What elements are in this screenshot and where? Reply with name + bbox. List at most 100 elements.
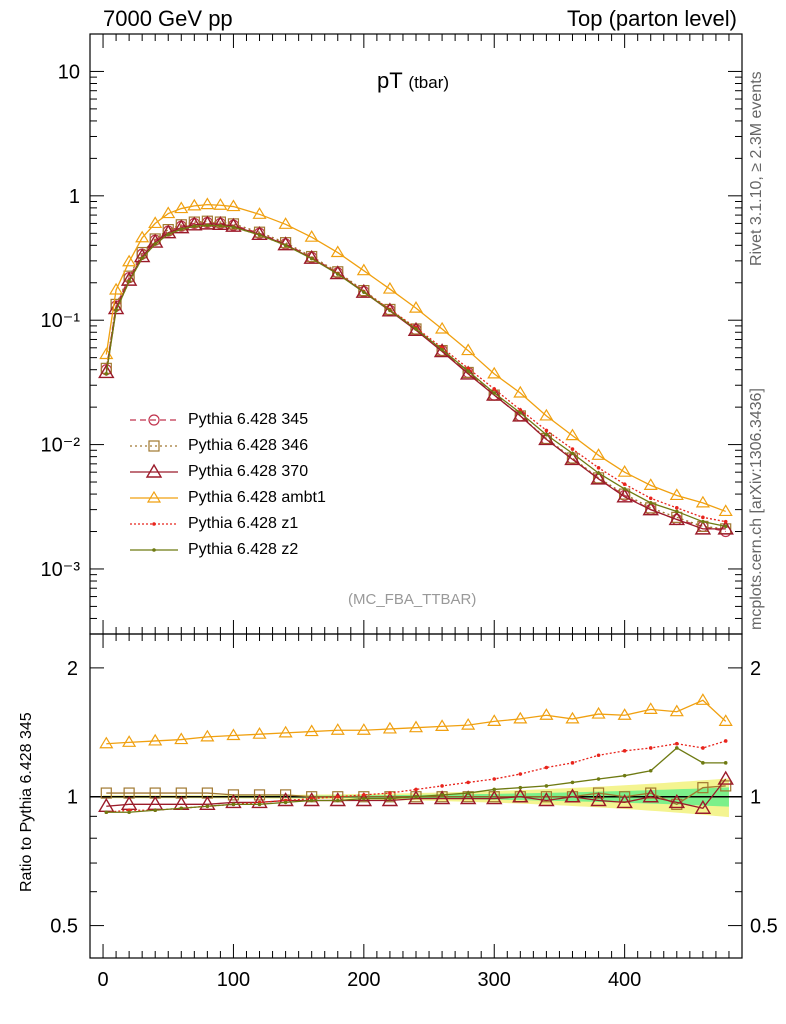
main-point-ambt1 bbox=[330, 245, 345, 258]
ratio-point-p370 bbox=[251, 794, 268, 809]
legend-swatch-marker bbox=[145, 463, 163, 478]
main-point-z2 bbox=[440, 347, 444, 352]
main-point-ambt1 bbox=[200, 197, 215, 210]
ratio-point-p370 bbox=[277, 792, 294, 807]
main-point-p370 bbox=[160, 224, 177, 239]
ratio-point-z2 bbox=[388, 796, 392, 801]
ratio-point-z2 bbox=[570, 780, 575, 785]
ratio-point-z2 bbox=[179, 806, 184, 811]
main-point-p370 bbox=[590, 470, 607, 485]
main-point-p370 bbox=[199, 215, 216, 230]
legend-item: Pythia 6.428 370 bbox=[128, 460, 308, 484]
ratio-point-ambt1 bbox=[174, 732, 189, 745]
legend-item: Pythia 6.428 z1 bbox=[128, 512, 298, 536]
ratio-point-z1 bbox=[518, 772, 523, 776]
ratio-point-z2 bbox=[104, 810, 109, 815]
header-energy-label: 7000 GeV pp bbox=[103, 6, 233, 31]
legend-label: Pythia 6.428 z1 bbox=[188, 515, 299, 532]
ratio-point-p370 bbox=[512, 788, 529, 803]
main-point-ambt1 bbox=[174, 201, 189, 214]
ratio-y-tick-label-right: 2 bbox=[750, 658, 761, 680]
ratio-point-p370 bbox=[381, 792, 399, 807]
main-point-ambt1 bbox=[356, 263, 371, 276]
ratio-point-ambt1 bbox=[382, 721, 397, 734]
ratio-point-z2 bbox=[723, 761, 728, 765]
main-point-p370 bbox=[98, 364, 115, 379]
main-point-z1 bbox=[544, 428, 549, 433]
ratio-point-ambt1 bbox=[435, 719, 450, 731]
legend-item: Pythia 6.428 346 bbox=[128, 434, 308, 458]
ratio-point-p370 bbox=[329, 792, 346, 807]
ratio-point-ambt1 bbox=[617, 708, 632, 720]
ratio-point-ambt1 bbox=[591, 706, 606, 719]
main-point-p370 bbox=[212, 215, 229, 231]
ratio-point-ambt1 bbox=[226, 728, 241, 741]
main-point-ambt1 bbox=[617, 465, 632, 477]
ratio-point-z2 bbox=[648, 768, 653, 773]
main-point-z2 bbox=[192, 224, 197, 228]
ratio-point-ambt1 bbox=[539, 708, 554, 720]
ratio-y-tick-label-right: 0.5 bbox=[750, 916, 778, 938]
main-point-z2 bbox=[114, 308, 118, 313]
main-point-p370 bbox=[642, 501, 659, 516]
main-point-p370 bbox=[433, 343, 451, 358]
ratio-point-z1 bbox=[335, 794, 340, 799]
legend-label: Pythia 6.428 z2 bbox=[188, 541, 299, 558]
main-y-tick-label: 10⁻³ bbox=[41, 559, 81, 581]
ratio-x-tick-label: 200 bbox=[347, 969, 380, 991]
main-point-ambt1 bbox=[187, 198, 202, 211]
main-point-z2 bbox=[701, 519, 705, 524]
main-point-z1 bbox=[466, 366, 470, 371]
main-point-ambt1 bbox=[161, 206, 176, 219]
ratio-point-ambt1 bbox=[487, 714, 502, 726]
ratio-point-p370 bbox=[199, 795, 216, 811]
ratio-x-tick-label: 300 bbox=[478, 969, 511, 991]
ratio-x-tick-label: 100 bbox=[217, 969, 250, 991]
ratio-point-z2 bbox=[518, 785, 523, 790]
ratio-point-p370 bbox=[642, 788, 659, 803]
main-point-z2 bbox=[362, 290, 366, 294]
ratio-point-p370 bbox=[538, 792, 555, 807]
main-point-z1 bbox=[596, 466, 601, 470]
ratio-series-line-p370 bbox=[106, 778, 727, 809]
ratio-point-z1 bbox=[622, 749, 627, 753]
main-point-z2 bbox=[140, 256, 144, 261]
main-point-z2 bbox=[570, 451, 575, 456]
ratio-point-z2 bbox=[231, 802, 236, 807]
main-point-p370 bbox=[173, 219, 190, 234]
ratio-point-ambt1 bbox=[565, 711, 580, 724]
main-point-p370 bbox=[538, 431, 555, 446]
ratio-point-z2 bbox=[492, 787, 497, 792]
ratio-y-tick-label: 1 bbox=[67, 787, 78, 809]
main-point-z1 bbox=[648, 496, 653, 501]
main-point-p370 bbox=[564, 451, 581, 466]
legend-swatch-marker bbox=[146, 490, 162, 503]
main-point-ambt1 bbox=[539, 408, 554, 421]
ratio-point-ambt1 bbox=[461, 717, 476, 730]
main-point-p370 bbox=[407, 321, 425, 336]
main-point-z2 bbox=[104, 372, 109, 376]
ratio-point-z2 bbox=[701, 761, 705, 765]
main-point-z2 bbox=[127, 279, 131, 284]
plot-title: pT (tbar) bbox=[377, 68, 449, 94]
main-point-z1 bbox=[701, 515, 705, 520]
main-point-ambt1 bbox=[213, 198, 228, 210]
ratio-point-p346 bbox=[227, 789, 240, 801]
main-point-ambt1 bbox=[408, 300, 424, 313]
main-point-p370 bbox=[717, 520, 734, 535]
legend-swatch-marker bbox=[152, 522, 156, 526]
ratio-point-z2 bbox=[466, 791, 470, 795]
legend-swatch bbox=[130, 490, 178, 503]
main-point-ambt1 bbox=[718, 504, 733, 517]
ratio-point-ambt1 bbox=[252, 727, 267, 739]
main-point-ambt1 bbox=[461, 343, 476, 356]
ratio-point-p370 bbox=[668, 794, 686, 809]
ratio-point-p346 bbox=[540, 791, 553, 803]
legend-swatch-marker bbox=[148, 440, 160, 452]
main-point-p370 bbox=[133, 248, 151, 263]
main-point-z2 bbox=[179, 227, 184, 231]
main-y-tick-label: 1 bbox=[69, 186, 80, 208]
main-point-z1 bbox=[723, 519, 728, 524]
ratio-point-p370 bbox=[120, 795, 138, 811]
ratio-point-p370 bbox=[590, 792, 607, 807]
